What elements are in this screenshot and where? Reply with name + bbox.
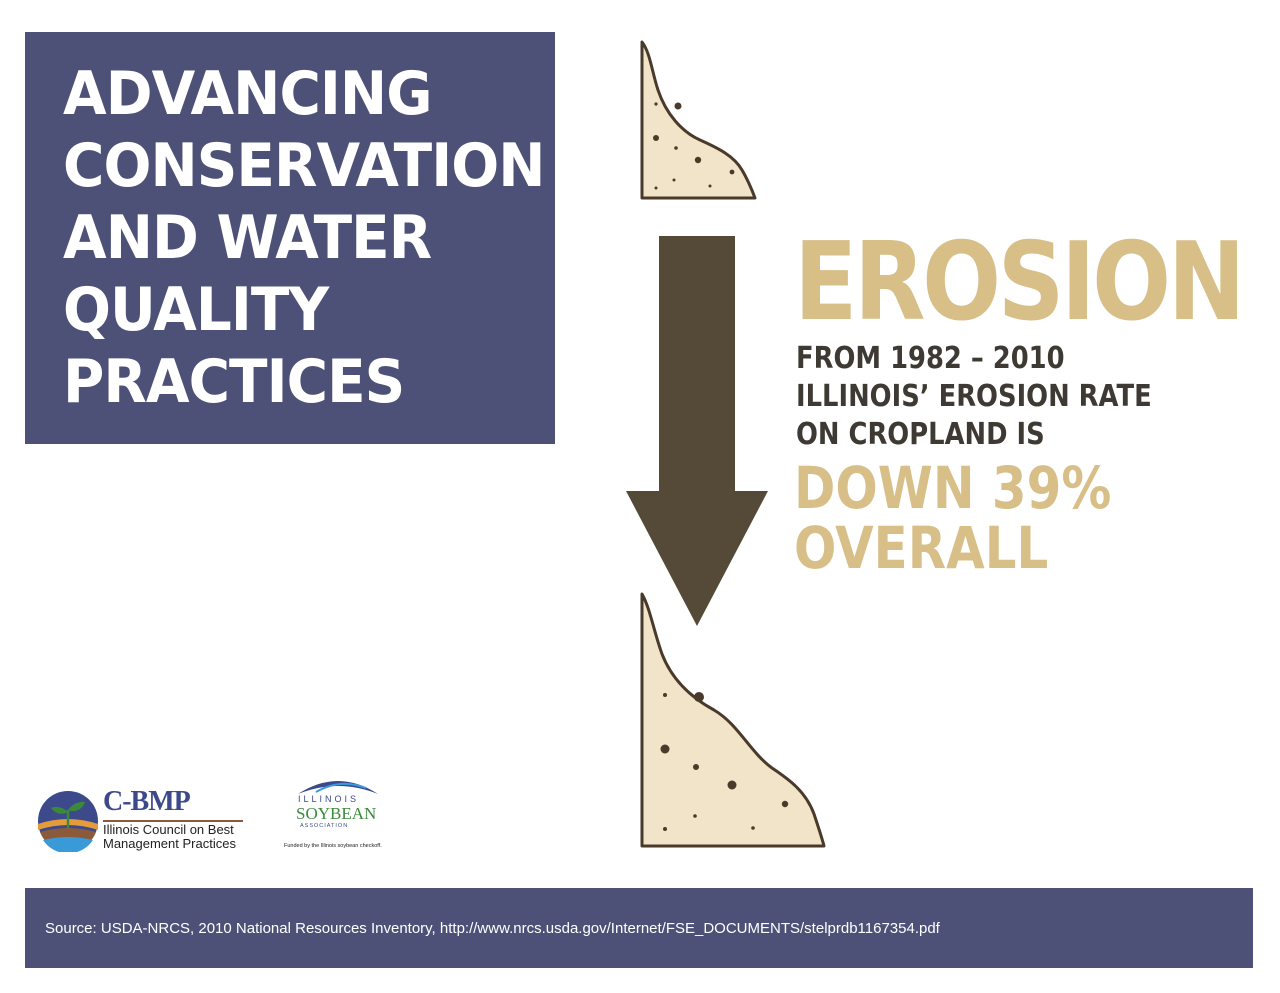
- cbmp-name: C-BMP: [103, 786, 191, 817]
- soil-slope-top-icon: [640, 40, 757, 200]
- erosion-body-line: FROM 1982 – 2010: [796, 341, 1065, 376]
- cbmp-logo-icon: [38, 791, 98, 852]
- highlight-line: OVERALL: [794, 514, 1049, 582]
- erosion-body-text: FROM 1982 – 2010 ILLINOIS’ EROSION RATE …: [796, 340, 1152, 454]
- cbmp-subtitle: Illinois Council on Best Management Prac…: [103, 823, 236, 851]
- cbmp-subtitle-line: Illinois Council on Best: [103, 822, 234, 837]
- source-footer: Source: USDA-NRCS, 2010 National Resourc…: [25, 888, 1253, 968]
- cbmp-divider: [103, 820, 243, 822]
- isa-logo: ILLINOIS SOYBEAN ASSOCIATION Funded by t…: [282, 772, 392, 852]
- cbmp-subtitle-line: Management Practices: [103, 836, 236, 851]
- erosion-body-line: ON CROPLAND IS: [796, 417, 1045, 452]
- erosion-heading: EROSION: [794, 220, 1245, 345]
- erosion-highlight: DOWN 39% OVERALL: [794, 458, 1111, 578]
- down-arrow-icon: [626, 236, 768, 626]
- erosion-body-line: ILLINOIS’ EROSION RATE: [796, 379, 1152, 414]
- title-line: QUALITY: [63, 275, 329, 345]
- title-line: CONSERVATION: [63, 131, 545, 201]
- soil-slope-bottom-icon: [640, 592, 826, 848]
- isa-line-soybean: SOYBEAN: [296, 804, 377, 823]
- title-panel: ADVANCING CONSERVATION AND WATER QUALITY…: [25, 32, 555, 444]
- source-text: Source: USDA-NRCS, 2010 National Resourc…: [45, 919, 940, 937]
- highlight-line: DOWN 39%: [794, 454, 1112, 522]
- cbmp-logo: C-BMP Illinois Council on Best Managemen…: [37, 786, 247, 854]
- isa-line-illinois: ILLINOIS: [298, 794, 360, 804]
- title-line: AND WATER: [63, 203, 432, 273]
- isa-logo-icon: [298, 781, 378, 794]
- isa-funded-note: Funded by the Illinois soybean checkoff.: [284, 843, 382, 849]
- title-line: PRACTICES: [63, 347, 405, 417]
- title-line: ADVANCING: [63, 59, 432, 129]
- isa-line-association: ASSOCIATION: [300, 823, 349, 829]
